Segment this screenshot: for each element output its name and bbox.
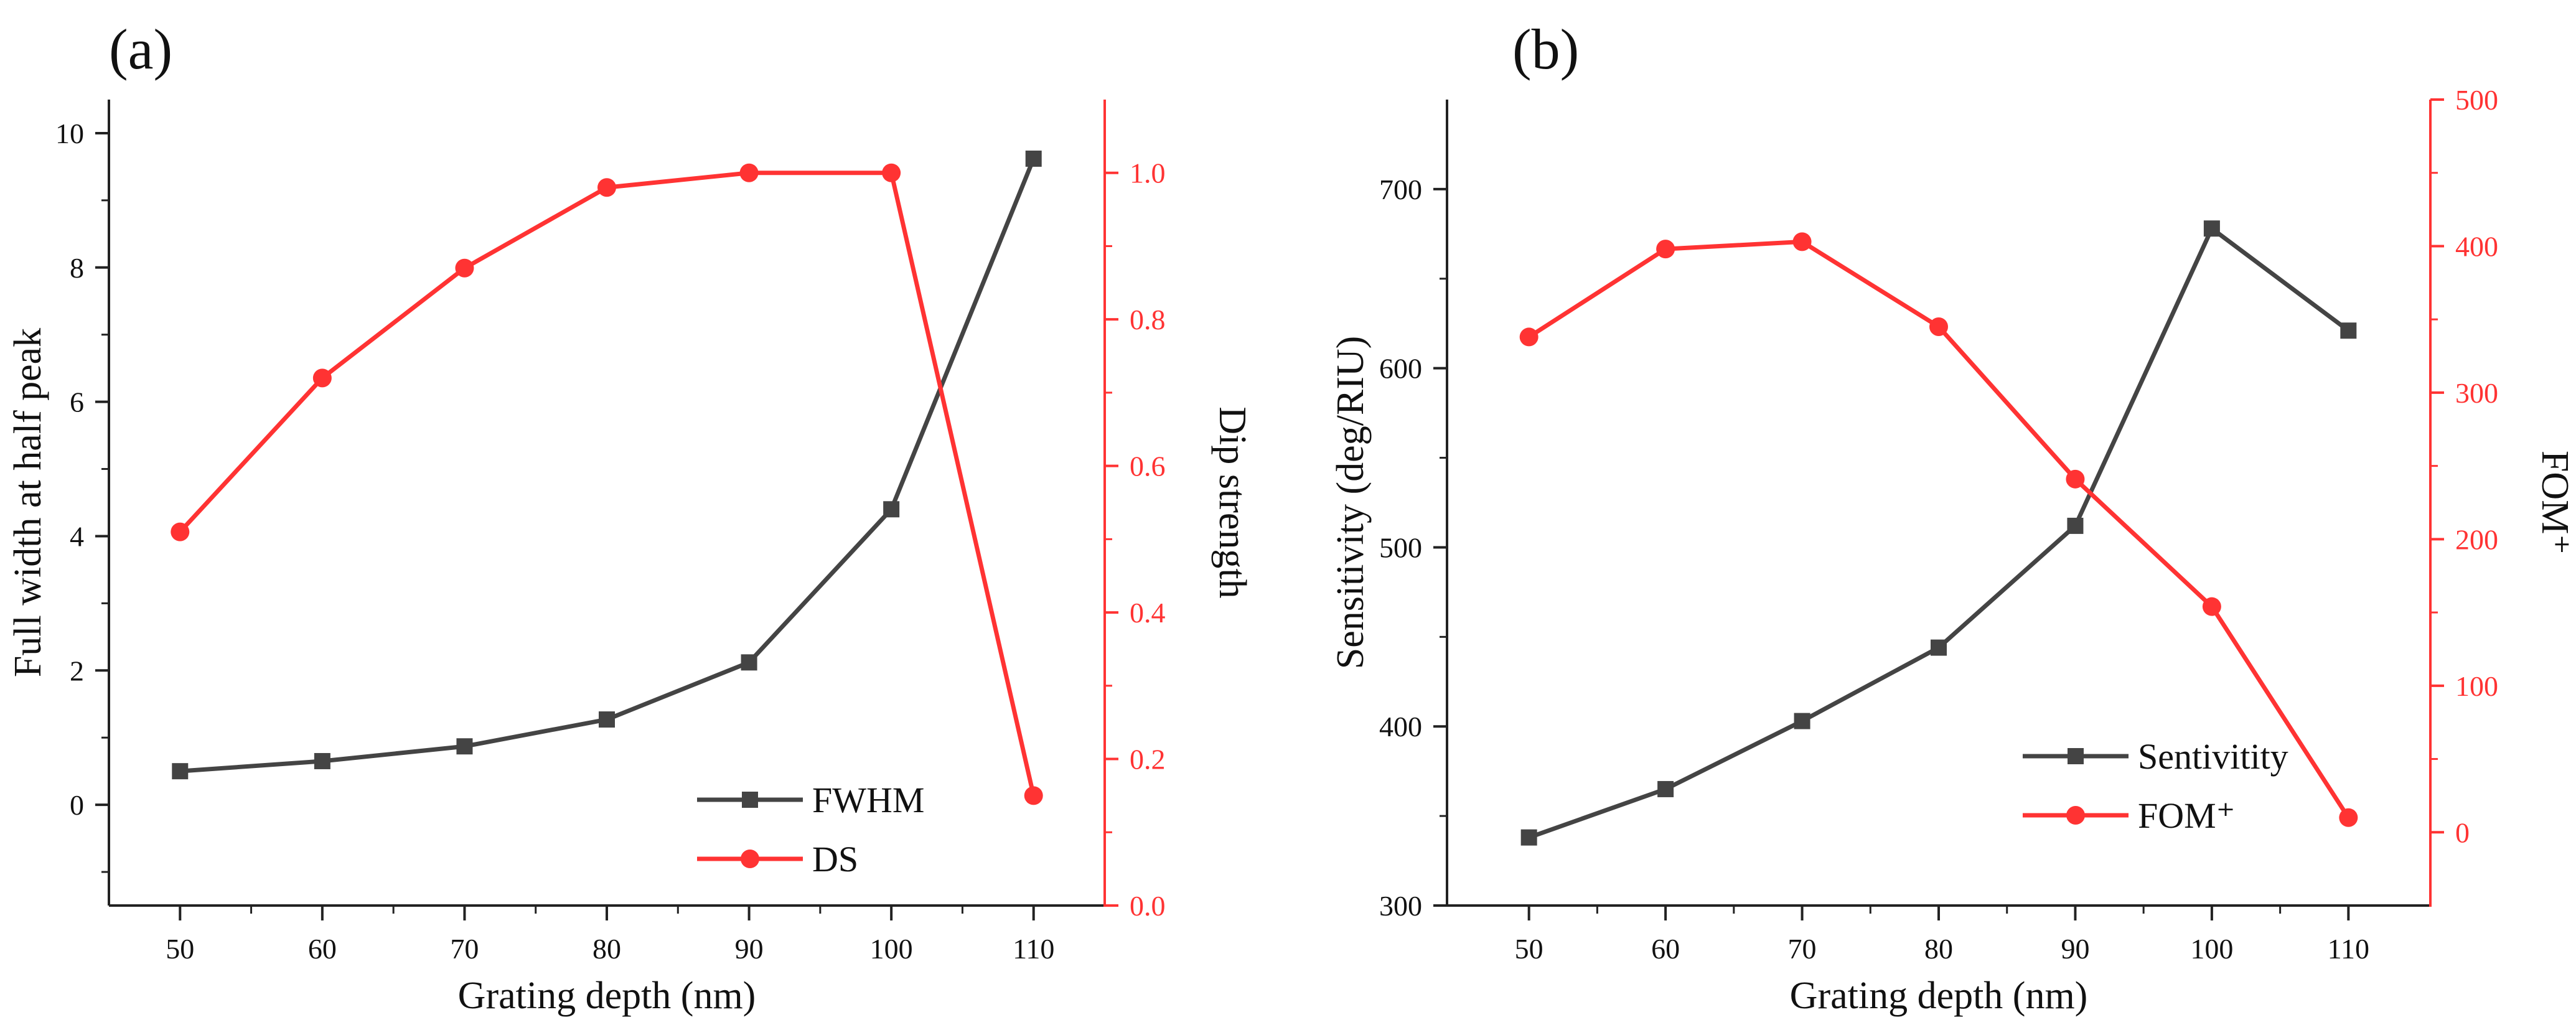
data-point-circle bbox=[312, 368, 332, 388]
data-point-square bbox=[456, 738, 473, 755]
right-y-tick-label: 0.8 bbox=[1130, 304, 1166, 335]
left-y-tick-label: 2 bbox=[70, 655, 84, 686]
data-point-square bbox=[314, 752, 330, 769]
left-y-tick-label: 300 bbox=[1379, 890, 1422, 922]
data-point-circle bbox=[739, 163, 759, 182]
data-point-circle bbox=[1024, 786, 1043, 805]
data-point-square bbox=[2067, 517, 2084, 534]
data-point-circle bbox=[1656, 240, 1675, 259]
data-point-circle bbox=[1519, 327, 1539, 347]
right-y-tick-label: 0.2 bbox=[1130, 744, 1166, 775]
left-y-tick-label: 10 bbox=[55, 118, 84, 149]
data-point-circle bbox=[2066, 469, 2085, 489]
data-point-square bbox=[172, 763, 189, 780]
legend-marker-circle bbox=[2066, 806, 2085, 825]
x-tick-label: 60 bbox=[1651, 933, 1680, 965]
data-point-square bbox=[1520, 829, 1537, 846]
x-tick-label: 80 bbox=[1924, 933, 1953, 965]
x-axis-title: Grating depth (nm) bbox=[458, 975, 756, 1017]
data-point-circle bbox=[171, 522, 190, 541]
legend: FWHM DS bbox=[697, 780, 924, 879]
series-line-fwhm bbox=[180, 157, 1036, 774]
left-y-tick-label: 6 bbox=[70, 386, 84, 418]
data-point-square bbox=[2340, 322, 2357, 339]
right-y-axis-title: Dip strength bbox=[1211, 406, 1253, 598]
right-y-tick-label: 400 bbox=[2455, 230, 2498, 262]
x-tick-label: 50 bbox=[166, 933, 194, 965]
right-y-tick-label: 100 bbox=[2455, 670, 2498, 702]
left-y-axis-title: Sensitivity (deg/RIU) bbox=[1329, 336, 1372, 670]
legend-marker-circle bbox=[741, 850, 759, 868]
data-point-circle bbox=[1792, 232, 1812, 251]
right-y-tick-label: 0 bbox=[2455, 817, 2470, 848]
data-point-square bbox=[1025, 150, 1042, 167]
left-y-tick-label: 0 bbox=[70, 789, 84, 821]
x-tick-label: 110 bbox=[2328, 933, 2369, 965]
legend-label: FWHM bbox=[812, 780, 924, 820]
x-tick-label: 50 bbox=[1515, 933, 1543, 965]
x-tick-label: 60 bbox=[308, 933, 337, 965]
right-y-tick-label: 500 bbox=[2455, 84, 2498, 116]
left-y-tick-label: 4 bbox=[70, 520, 84, 552]
legend-label: Sentivitity bbox=[2138, 736, 2288, 777]
right-y-tick-label: 0.4 bbox=[1130, 597, 1166, 629]
panel-label: (a) bbox=[109, 17, 172, 81]
x-axis-title: Grating depth (nm) bbox=[1790, 975, 2088, 1017]
panel-label: (b) bbox=[1512, 17, 1579, 81]
x-tick-label: 80 bbox=[592, 933, 621, 965]
left-y-tick-label: 600 bbox=[1379, 353, 1422, 385]
x-tick-label: 100 bbox=[2190, 933, 2233, 965]
right-y-tick-label: 1.0 bbox=[1130, 157, 1166, 189]
legend-marker-square bbox=[742, 792, 758, 808]
legend: Sentivitity FOM⁺ bbox=[2023, 736, 2288, 836]
chart-panel-a: (a) 50 60 70 80 90 100 110 0 2 4 6 8 10 0.0 0.2 0.4 0.6 0.… bbox=[7, 17, 1253, 1017]
data-point-circle bbox=[2202, 597, 2221, 616]
data-point-circle bbox=[2339, 808, 2358, 827]
left-y-tick-label: 400 bbox=[1379, 711, 1422, 742]
left-y-tick-label: 500 bbox=[1379, 531, 1422, 563]
chart-panel-b: (b) 50 60 70 80 90 100 110 300 400 500 600 700 0 100 20… bbox=[1329, 17, 2576, 1017]
x-tick-label: 90 bbox=[735, 933, 764, 965]
right-y-tick-label: 300 bbox=[2455, 377, 2498, 409]
left-y-tick-label: 8 bbox=[70, 252, 84, 284]
series-line-ds bbox=[178, 171, 1036, 797]
data-point-square bbox=[599, 711, 615, 728]
data-point-circle bbox=[882, 163, 901, 182]
right-y-tick-label: 0.6 bbox=[1130, 451, 1166, 482]
x-tick-label: 100 bbox=[870, 933, 913, 965]
left-y-axis-title: Full width at half peak bbox=[7, 328, 49, 677]
legend-label: DS bbox=[812, 839, 858, 879]
x-tick-label: 70 bbox=[1788, 933, 1817, 965]
data-point-square bbox=[741, 654, 757, 671]
data-point-square bbox=[1931, 639, 1947, 656]
right-y-tick-label: 0.0 bbox=[1130, 890, 1166, 922]
data-point-square bbox=[1657, 780, 1674, 797]
legend-marker-square bbox=[2068, 748, 2084, 764]
data-point-square bbox=[1794, 713, 1810, 729]
right-y-tick-label: 200 bbox=[2455, 523, 2498, 555]
x-tick-label: 90 bbox=[2061, 933, 2089, 965]
data-point-square bbox=[2203, 220, 2220, 237]
x-tick-label: 70 bbox=[450, 933, 479, 965]
data-point-circle bbox=[455, 258, 474, 278]
data-point-square bbox=[883, 501, 900, 518]
left-y-tick-label: 700 bbox=[1379, 174, 1422, 205]
x-tick-label: 110 bbox=[1013, 933, 1054, 965]
right-y-axis-title: FOM⁺ bbox=[2534, 451, 2576, 555]
data-point-circle bbox=[1929, 317, 1948, 336]
legend-label: FOM⁺ bbox=[2138, 795, 2235, 836]
data-point-circle bbox=[597, 178, 616, 197]
